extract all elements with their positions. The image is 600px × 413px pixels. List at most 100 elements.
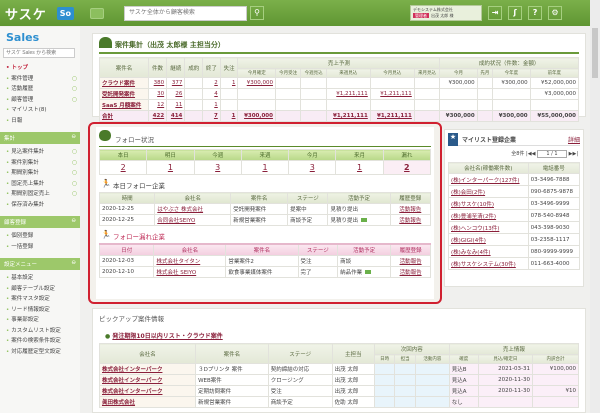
collapse-icon[interactable]: ⊖ <box>71 260 76 266</box>
summary-cell[interactable]: ¥1,211,111 <box>369 110 415 122</box>
company-link[interactable]: 株式会社インターパーク <box>98 363 197 375</box>
summary-cell[interactable]: 380 <box>147 77 168 89</box>
company-link[interactable]: (株)サスケシステム(30件) <box>448 257 529 270</box>
sidebar-item[interactable]: 一括登録 <box>0 242 80 253</box>
company-link[interactable]: (株)インターパーク(127件) <box>448 173 529 186</box>
summary-cell[interactable]: 1 <box>219 110 239 122</box>
expand-icon[interactable]: ○ <box>71 190 77 197</box>
sidebar-item[interactable]: 対応履歴定型文設定 <box>0 347 80 358</box>
pickup-list-link[interactable]: 発注期限10日以内リスト・クラウド案件 <box>112 333 223 340</box>
deal-name-link[interactable]: クラウド案件 <box>99 77 149 89</box>
summary-cell[interactable]: ¥300,000 <box>237 77 276 89</box>
expand-icon[interactable]: ○ <box>71 85 77 92</box>
sidebar-item[interactable]: 案件の検索条件設定 <box>0 336 80 347</box>
expand-icon[interactable]: ○ <box>71 74 77 82</box>
collapse-icon[interactable]: ⊖ <box>71 134 76 140</box>
deal-name-link[interactable]: SaaS 月額案件 <box>99 99 149 111</box>
sidebar-item[interactable]: 活動履歴 ○ <box>0 84 80 95</box>
sidebar-item[interactable]: 事業部設定 <box>0 315 80 326</box>
expand-icon[interactable]: ○ <box>71 148 77 155</box>
collapse-icon[interactable]: ⊖ <box>71 218 76 224</box>
company-link[interactable]: 株式会社インターパーク <box>98 374 197 386</box>
sidebar-item[interactable]: 案件マスタ設定 <box>0 294 80 305</box>
summary-cell[interactable]: 30 <box>147 88 168 100</box>
summary-cell[interactable]: 11 <box>166 99 186 111</box>
search-icon[interactable]: ⚲ <box>250 6 265 20</box>
follow-count-link[interactable]: 3 <box>288 160 337 175</box>
company-link[interactable]: (株)サスケ(10件) <box>448 197 529 210</box>
company-link[interactable]: (株)GIGI(4件) <box>448 233 529 246</box>
deal-name-link[interactable]: 受託開発案件 <box>99 88 149 100</box>
sidebar-item[interactable]: カスタムリスト設定 <box>0 326 80 337</box>
follow-count-link[interactable]: 1 <box>335 160 384 175</box>
activity-report-link[interactable]: 活動報告 <box>389 203 432 215</box>
user-info[interactable]: デモシステム株式会社 管理者 出茂 太郎 様 <box>410 5 483 21</box>
deal-name-link[interactable]: 合計 <box>99 110 149 122</box>
sasuke-icon[interactable]: ʃ <box>508 6 523 20</box>
summary-cell[interactable]: 7 <box>202 110 221 122</box>
company-link[interactable]: (株)豊浦至清(2件) <box>448 209 529 222</box>
comment-icon[interactable] <box>360 218 367 222</box>
summary-cell[interactable]: 1 <box>219 77 239 89</box>
sidebar-item[interactable]: 案件管理 ○ <box>0 74 80 85</box>
summary-cell[interactable]: ¥1,211,111 <box>325 110 371 122</box>
summary-cell[interactable]: 1 <box>202 99 221 111</box>
company-link[interactable]: 合同会社SEIYO <box>154 214 232 226</box>
sidebar-section-header[interactable]: 顧客登録 ⊖ <box>0 216 80 228</box>
sidebar-item[interactable]: 日報 <box>0 116 80 127</box>
summary-cell[interactable]: 2 <box>202 77 221 89</box>
follow-count-link[interactable]: 2 <box>98 160 148 175</box>
global-search-input[interactable] <box>124 5 248 21</box>
sidebar-item[interactable]: 保存済み集計 <box>0 200 80 211</box>
follow-count-link[interactable]: 3 <box>193 160 242 175</box>
chat-icon[interactable] <box>90 7 105 19</box>
company-link[interactable]: (株)会田(2件) <box>448 185 529 198</box>
summary-cell[interactable]: ¥300,000 <box>237 110 276 122</box>
company-link[interactable]: (株)ヘンコウ(13件) <box>448 221 529 234</box>
mylist-detail-link[interactable]: 詳細 <box>567 136 580 144</box>
next-page-icon[interactable]: ▶ <box>568 151 573 157</box>
help-icon[interactable]: ? <box>528 6 543 20</box>
summary-cell[interactable]: 12 <box>147 99 168 111</box>
summary-cell[interactable]: ¥1,211,111 <box>325 88 371 100</box>
comment-icon[interactable] <box>365 270 372 274</box>
gear-icon[interactable]: ⚙ <box>548 6 563 20</box>
activity-report-link[interactable]: 活動報告 <box>389 214 432 226</box>
expand-icon[interactable]: ○ <box>71 158 77 166</box>
company-link[interactable]: 眞田株式会社 <box>98 396 197 408</box>
activity-report-link[interactable]: 活動報告 <box>390 255 431 267</box>
sidebar-item[interactable]: トップ <box>0 63 80 74</box>
sidebar-item[interactable]: 顧客テーブル設定 <box>0 284 80 295</box>
sidebar-item[interactable]: 期間別固定売上 ○ <box>0 189 80 200</box>
summary-cell[interactable]: 4 <box>202 88 221 100</box>
sidebar-item[interactable]: 基本設定 <box>0 273 80 284</box>
sidebar-item[interactable]: リード情報設定 <box>0 305 80 316</box>
sidebar-item[interactable]: マイリスト(8) <box>0 105 80 116</box>
prev-page-icon[interactable]: ◀ <box>531 151 536 157</box>
company-link[interactable]: 株式会社 SEIYO <box>153 266 227 278</box>
first-page-icon[interactable]: |◀ <box>526 151 532 157</box>
summary-cell[interactable]: ¥1,211,111 <box>369 88 415 100</box>
sidebar-section-header[interactable]: 設定メニュー ⊖ <box>0 258 80 270</box>
expand-icon[interactable]: ○ <box>71 179 77 187</box>
company-link[interactable]: はやぶさ 株式会社 <box>154 203 232 215</box>
summary-cell[interactable]: 422 <box>147 110 168 122</box>
last-page-icon[interactable]: ▶| <box>572 151 578 157</box>
sidebar-search-input[interactable] <box>3 48 75 58</box>
company-link[interactable]: 株式会社タイタン <box>153 255 227 267</box>
summary-cell[interactable]: 26 <box>166 88 186 100</box>
follow-count-link[interactable]: 2 <box>382 160 432 175</box>
sidebar-item[interactable]: 見込案件集計 ○ <box>0 147 80 158</box>
sidebar-item[interactable]: 期間別集計 ○ <box>0 168 80 179</box>
sidebar-item[interactable]: 顧客管理 ○ <box>0 95 80 106</box>
follow-count-link[interactable]: 1 <box>146 160 195 175</box>
expand-icon[interactable]: ○ <box>71 169 77 176</box>
page-input[interactable]: 1 / 1 <box>537 150 568 158</box>
logout-icon[interactable]: ⇥ <box>488 6 503 20</box>
company-link[interactable]: (株)みなみ(4件) <box>448 245 529 258</box>
page-scrollbar[interactable] <box>590 0 600 413</box>
company-link[interactable]: 株式会社インターパーク <box>98 385 197 397</box>
sasuke-logo[interactable]: サスケ <box>5 7 47 23</box>
activity-report-link[interactable]: 活動報告 <box>390 266 431 278</box>
app-switcher-button[interactable]: So <box>56 6 75 20</box>
